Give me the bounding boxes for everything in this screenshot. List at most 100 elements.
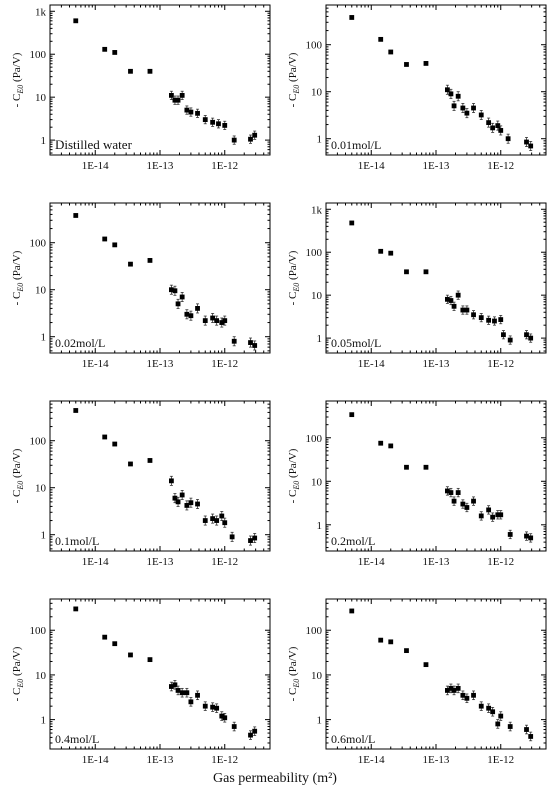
y-tick-label: 10	[35, 670, 47, 682]
data-point	[486, 705, 492, 711]
y-tick-label: 1	[317, 333, 323, 345]
plot-frame	[49, 4, 271, 156]
chart-panel: 1E-14 1E-13 1E-12 1 10 100 - CE0 (Pa/V) 0.02mol…	[11, 202, 271, 370]
chart-panel: 1E-14 1E-13 1E-12 1 10 100 - CE0 (Pa/V) 0.1mol/…	[11, 400, 271, 568]
data-point	[528, 535, 534, 541]
x-tick-label: 1E-13	[147, 358, 174, 370]
data-point	[172, 97, 178, 103]
data-point	[460, 501, 466, 507]
x-tick-label: 1E-12	[211, 160, 238, 172]
data-point	[222, 715, 228, 721]
data-point	[490, 709, 496, 715]
data-point	[210, 315, 216, 321]
x-tick-label: 1E-13	[147, 160, 174, 172]
data-point	[248, 136, 253, 142]
y-axis-label-prefix: - C	[287, 292, 299, 306]
data-point	[252, 132, 258, 138]
data-point	[445, 688, 450, 693]
data-point	[195, 110, 200, 116]
data-point	[175, 499, 181, 505]
plot-frame	[325, 400, 547, 552]
y-axis-label-subscript: E0	[16, 283, 25, 293]
data-point	[210, 704, 216, 710]
y-tick-label: 1	[317, 134, 323, 146]
data-point	[455, 490, 461, 495]
data-point	[73, 606, 79, 612]
y-axis-label: - CE0 (Pa/V)	[287, 646, 301, 701]
y-tick-label: 1k	[311, 204, 323, 216]
x-axis-label: Gas permeability (m²)	[213, 771, 337, 786]
data-point	[172, 495, 178, 501]
data-point	[451, 103, 457, 109]
y-axis-label: - CE0 (Pa/V)	[11, 250, 25, 305]
data-point	[460, 105, 466, 111]
data-point	[455, 292, 461, 298]
data-point	[460, 307, 466, 313]
data-point	[188, 109, 194, 115]
data-point	[73, 408, 79, 413]
y-tick-label: 1	[41, 530, 47, 542]
data-point	[202, 703, 208, 709]
data-point	[423, 269, 429, 275]
data-point	[423, 464, 429, 470]
y-tick-label: 100	[306, 433, 323, 445]
y-tick-label: 100	[30, 625, 47, 637]
x-tick-label: 1E-14	[82, 754, 109, 766]
data-point	[195, 692, 200, 698]
data-point	[448, 490, 454, 495]
y-tick-label: 10	[311, 290, 323, 302]
x-tick-label: 1E-13	[423, 160, 450, 172]
data-point	[179, 690, 185, 696]
y-tick-label: 10	[311, 670, 323, 682]
data-point	[404, 464, 409, 470]
data-point	[102, 434, 108, 440]
plot-frame	[49, 598, 271, 750]
data-point	[455, 685, 461, 691]
data-point	[378, 637, 384, 643]
chart-panel: 1E-14 1E-13 1E-12 1 10 100 - CE0 (Pa/V) 0.2mol/…	[287, 400, 547, 568]
data-point	[184, 107, 190, 113]
data-point	[216, 121, 221, 127]
panel-annotation: 0.02mol/L	[55, 336, 105, 350]
x-tick-label: 1E-14	[82, 160, 109, 172]
data-point	[219, 320, 225, 325]
x-tick-label: 1E-12	[211, 556, 238, 568]
data-point	[219, 713, 225, 719]
data-point	[184, 311, 190, 317]
y-axis-label-prefix: - C	[11, 688, 23, 702]
x-tick-label: 1E-13	[423, 556, 450, 568]
data-point	[172, 682, 178, 688]
data-point	[448, 685, 454, 691]
data-point	[112, 441, 118, 447]
data-point	[175, 688, 181, 693]
data-point	[112, 641, 118, 647]
data-point	[524, 139, 529, 145]
data-point	[214, 705, 220, 711]
data-point	[175, 97, 181, 103]
y-axis-label-prefix: - C	[287, 94, 299, 108]
data-point	[179, 492, 185, 498]
data-point	[179, 294, 185, 300]
data-point	[210, 516, 216, 522]
y-tick-label: 100	[306, 247, 323, 259]
data-point	[404, 269, 409, 275]
y-axis-label: - CE0 (Pa/V)	[11, 646, 25, 701]
data-point	[248, 732, 253, 738]
y-axis-label-subscript: E0	[16, 481, 25, 491]
data-point	[486, 317, 492, 323]
y-tick-label: 1	[317, 715, 323, 727]
data-point	[169, 478, 174, 484]
data-point	[495, 721, 501, 727]
x-tick-label: 1E-14	[358, 358, 385, 370]
x-tick-label: 1E-12	[487, 358, 514, 370]
y-tick-label: 100	[306, 625, 323, 637]
data-point	[471, 692, 476, 698]
plot-frame	[49, 202, 271, 354]
data-point	[445, 87, 450, 93]
panel-annotation: 0.6mol/L	[331, 732, 375, 746]
y-axis-label-subscript: E0	[292, 481, 301, 491]
plot-frame	[325, 4, 547, 156]
data-point	[524, 332, 529, 338]
x-tick-label: 1E-14	[358, 754, 385, 766]
data-point	[451, 498, 457, 504]
